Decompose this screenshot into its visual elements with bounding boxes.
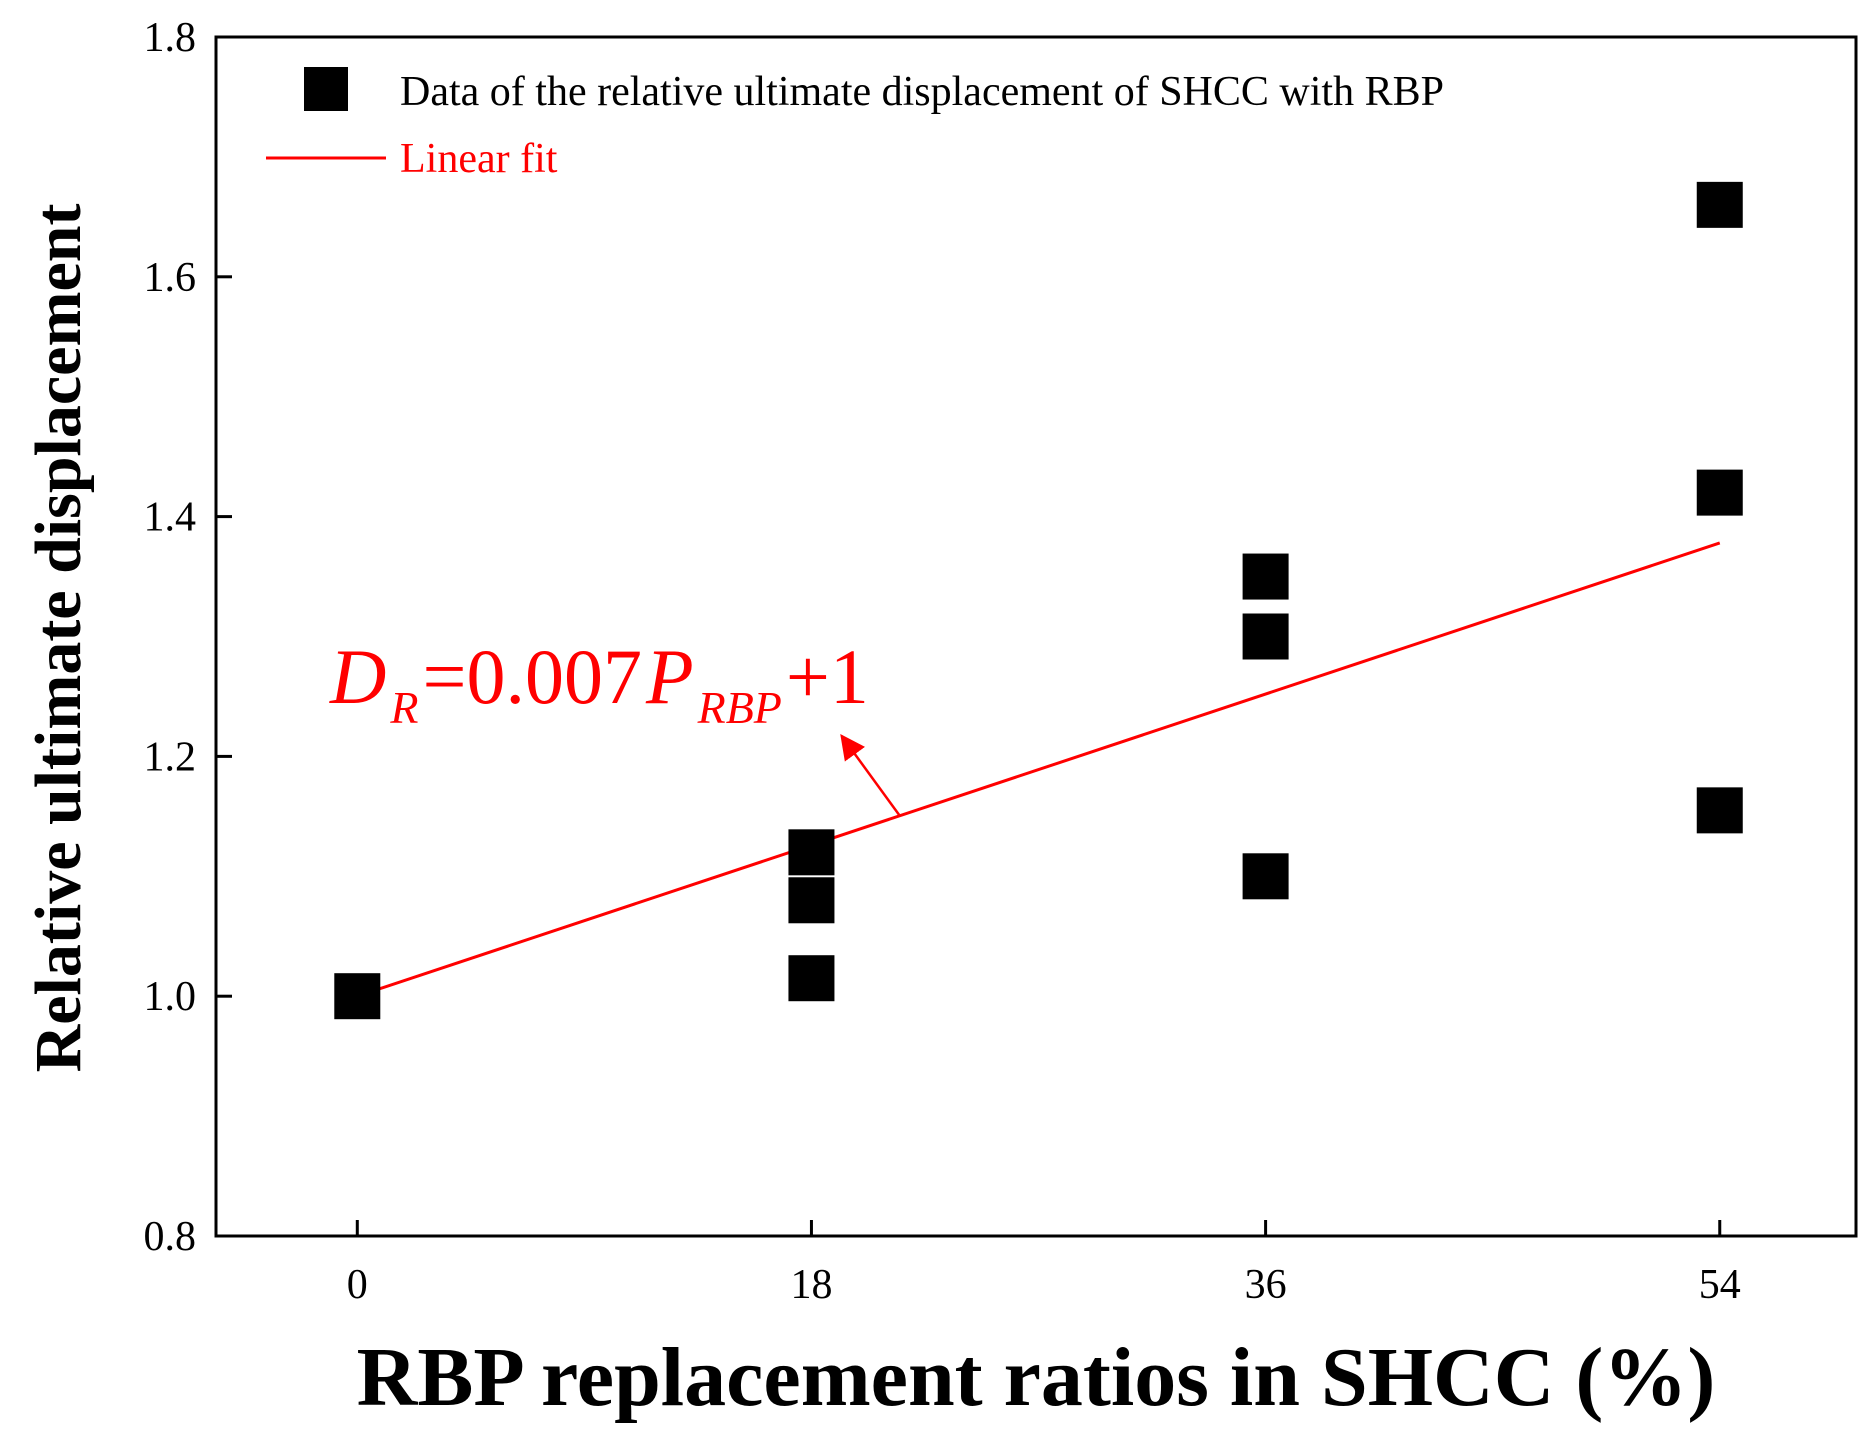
data-point: [1696, 181, 1743, 228]
x-axis-title: RBP replacement ratios in SHCC (%): [357, 1331, 1716, 1424]
eq-end: +1: [786, 633, 869, 720]
y-axis-title: Relative ultimate displacement: [22, 204, 95, 1073]
eq-mid: =0.007: [422, 633, 642, 720]
legend: Data of the relative ultimate displaceme…: [266, 67, 1444, 182]
eq-D: D: [329, 633, 386, 720]
data-point: [1696, 469, 1743, 516]
data-point: [334, 973, 381, 1020]
legend-label-fit: Linear fit: [400, 136, 558, 182]
eq-P: P: [645, 633, 694, 720]
y-axis-ticks: 0.8 1.0 1.2 1.4 1.6 1.8: [144, 15, 232, 1260]
data-point: [1242, 853, 1289, 900]
y-tick-label: 1.6: [144, 255, 197, 301]
x-tick-label: 54: [1699, 1262, 1741, 1308]
x-tick-label: 18: [790, 1262, 832, 1308]
y-tick-label: 1.2: [144, 734, 197, 780]
y-tick-label: 1.0: [144, 974, 197, 1020]
x-axis-ticks: 0 18 36 54: [347, 1220, 1741, 1308]
y-tick-label: 0.8: [144, 1214, 197, 1260]
data-point: [788, 955, 835, 1002]
data-point: [788, 877, 835, 924]
legend-label-data: Data of the relative ultimate displaceme…: [400, 69, 1444, 115]
y-tick-label: 1.4: [144, 495, 197, 541]
plot-frame: [214, 35, 1858, 1238]
eq-R: R: [389, 682, 418, 733]
equation-arrow: [840, 733, 901, 817]
x-tick-label: 0: [347, 1262, 368, 1308]
eq-RBP: RBP: [697, 682, 782, 733]
data-point: [1242, 613, 1289, 660]
legend-marker-square: [304, 67, 348, 111]
scatter-points: [334, 181, 1743, 1020]
linear-fit-line: [356, 541, 1721, 998]
data-point: [1696, 787, 1743, 834]
data-point: [788, 829, 835, 876]
data-point: [1242, 553, 1289, 600]
x-tick-label: 36: [1245, 1262, 1287, 1308]
y-tick-label: 1.8: [144, 15, 197, 61]
fit-equation: D R =0.007 P RBP +1: [329, 633, 869, 733]
